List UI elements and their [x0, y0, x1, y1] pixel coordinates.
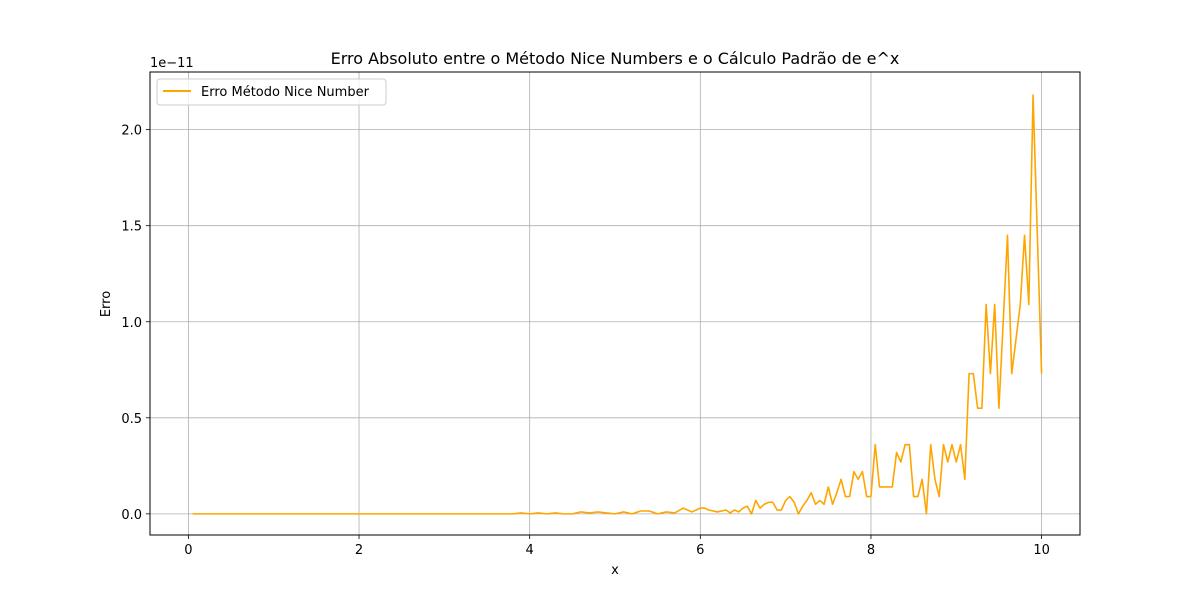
- y-axis-offset-text: 1e−11: [150, 56, 194, 71]
- x-tick-label: 2: [355, 543, 363, 558]
- plot-frame: [149, 71, 1081, 536]
- legend: Erro Método Nice Number: [156, 78, 387, 106]
- chart-title: Erro Absoluto entre o Método Nice Number…: [331, 49, 900, 68]
- y-tick-label: 1.5: [121, 220, 142, 235]
- y-tick-label: 1.0: [121, 316, 142, 331]
- x-tick-label: 6: [696, 543, 704, 558]
- y-tick-label: 0.0: [121, 508, 142, 523]
- legend-box: [156, 78, 387, 106]
- series-layer: [192, 94, 1043, 515]
- y-tick-label: 2.0: [121, 124, 142, 139]
- x-tick-label: 4: [526, 543, 534, 558]
- y-tick-label: 0.5: [121, 412, 142, 427]
- ticks: 0 2 4 6 8 10 0.0 0.5 1.0 1.5 2.0: [121, 124, 1050, 558]
- series-line: [192, 94, 1043, 515]
- x-axis-label: x: [611, 563, 619, 578]
- x-tick-label: 10: [1033, 543, 1050, 558]
- legend-label: Erro Método Nice Number: [201, 85, 370, 100]
- x-tick-label: 0: [184, 543, 192, 558]
- grid: [150, 72, 1080, 535]
- y-axis-label: Erro: [99, 291, 114, 317]
- x-tick-label: 8: [867, 543, 875, 558]
